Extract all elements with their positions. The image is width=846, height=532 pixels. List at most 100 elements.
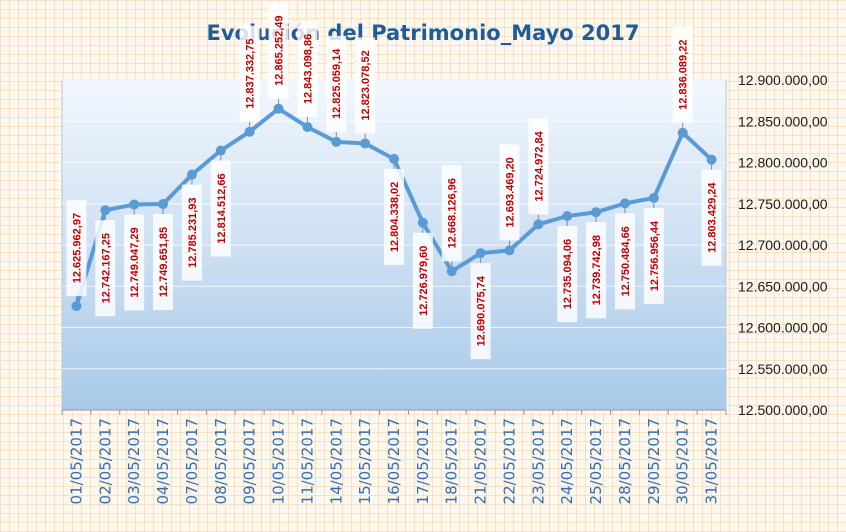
data-point (619, 198, 630, 209)
data-label: 12.625.962,97 (71, 213, 83, 283)
data-label: 12.804.338,02 (389, 182, 401, 252)
data-point (475, 248, 486, 259)
data-label-box (326, 35, 347, 132)
data-label: 12.836.089,22 (678, 40, 690, 110)
data-label: 12.843.098,86 (302, 34, 314, 104)
data-label-box (441, 165, 462, 262)
data-label-box (239, 25, 260, 122)
data-label: 12.739.742,98 (591, 235, 603, 305)
x-axis: 01/05/2017 02/05/2017 03/05/2017 04/05/2017… (61, 409, 727, 504)
data-label: 12.749.651,85 (158, 227, 170, 297)
data-label: 12.814.512,66 (216, 173, 228, 243)
x-tick-label: 03/05/2017 (125, 418, 143, 504)
x-tick-label: 09/05/2017 (241, 418, 259, 504)
data-point (504, 245, 515, 256)
data-label: 12.668.126,96 (447, 178, 459, 248)
x-tick-label: 15/05/2017 (356, 418, 374, 504)
data-point (158, 199, 169, 210)
y-tick-label: 12.600.000,00 (738, 320, 828, 336)
data-point (648, 193, 659, 204)
data-label-box (412, 232, 433, 329)
data-point (591, 207, 602, 218)
x-tick-label: 16/05/2017 (385, 418, 403, 504)
y-tick-label: 12.500.000,00 (738, 402, 828, 418)
data-point (186, 169, 197, 180)
data-label-box (499, 144, 520, 241)
y-tick-label: 12.550.000,00 (738, 361, 828, 377)
x-tick-label: 14/05/2017 (327, 418, 345, 504)
data-point (100, 205, 111, 216)
data-label-box (210, 160, 231, 257)
data-point (562, 211, 573, 222)
data-label-box (557, 226, 578, 323)
data-label: 12.749.047,29 (129, 227, 141, 297)
x-tick-label: 24/05/2017 (558, 418, 576, 504)
data-label: 12.742.167,25 (100, 233, 112, 303)
x-tick-label: 22/05/2017 (500, 418, 518, 504)
x-tick-label: 30/05/2017 (674, 418, 692, 504)
data-label-box (124, 214, 145, 311)
data-label: 12.690.075,74 (476, 275, 488, 346)
x-tick-label: 18/05/2017 (443, 418, 461, 504)
data-point (533, 219, 544, 230)
data-point (302, 121, 313, 132)
data-label-box (66, 200, 87, 297)
data-label: 12.726.979,60 (418, 246, 430, 316)
data-label-box (153, 214, 174, 311)
data-label: 12.735.094,06 (562, 239, 574, 309)
data-label: 12.865.252,49 (274, 15, 286, 85)
y-tick-label: 12.900.000,00 (738, 72, 828, 88)
data-label-box (470, 263, 491, 360)
y-tick-label: 12.750.000,00 (738, 196, 828, 212)
x-tick-label: 08/05/2017 (212, 418, 230, 504)
x-tick-label: 28/05/2017 (616, 418, 634, 504)
data-labels: 12.625.962,97 12.742.167,25 12.749.047,29 1… (66, 2, 722, 360)
data-label-box (614, 213, 635, 310)
x-tick-label: 17/05/2017 (414, 418, 432, 504)
data-point (215, 145, 226, 156)
x-tick-label: 07/05/2017 (183, 418, 201, 504)
data-point (677, 127, 688, 138)
y-tick-label: 12.800.000,00 (738, 155, 828, 171)
x-tick-label: 10/05/2017 (270, 418, 288, 504)
data-label-box (268, 2, 289, 99)
x-tick-label: 23/05/2017 (529, 418, 547, 504)
data-label-box (701, 169, 722, 266)
data-label: 12.825.059,14 (331, 48, 343, 119)
data-label-box (384, 168, 404, 265)
data-label: 12.750.484,66 (620, 226, 632, 296)
x-tick-label: 01/05/2017 (67, 418, 85, 504)
x-tick-label: 21/05/2017 (472, 418, 490, 504)
data-label-box (355, 37, 376, 134)
x-tick-label: 04/05/2017 (154, 418, 172, 504)
data-point (389, 153, 399, 164)
y-axis: 12.500.000,00 12.550.000,00 12.600.000,00 1… (738, 72, 828, 418)
data-point (71, 301, 82, 312)
data-point (331, 136, 342, 147)
data-label: 12.724.972,84 (533, 130, 545, 201)
series-patrimonio (71, 103, 717, 312)
data-label-box (181, 184, 202, 281)
y-tick-label: 12.850.000,00 (738, 113, 828, 129)
data-label-box (95, 220, 116, 317)
x-tick-label: 25/05/2017 (587, 418, 605, 504)
data-point (706, 154, 717, 165)
data-label-box (586, 222, 607, 319)
data-label-box (672, 26, 693, 123)
data-point (446, 266, 457, 277)
data-point (360, 138, 371, 149)
data-label: 12.693.469,20 (504, 157, 516, 227)
data-point (244, 126, 255, 137)
data-label-box (528, 118, 549, 215)
data-label-box (297, 20, 318, 117)
data-label: 12.823.078,52 (360, 50, 372, 120)
data-label: 12.756.956,44 (649, 220, 661, 291)
data-point (417, 217, 428, 228)
y-tick-label: 12.700.000,00 (738, 237, 828, 253)
data-label: 12.837.332,75 (245, 39, 257, 109)
y-tick-label: 12.650.000,00 (738, 278, 828, 294)
x-tick-label: 29/05/2017 (645, 418, 663, 504)
data-label: 12.803.429,24 (707, 182, 719, 253)
data-point (129, 199, 140, 210)
